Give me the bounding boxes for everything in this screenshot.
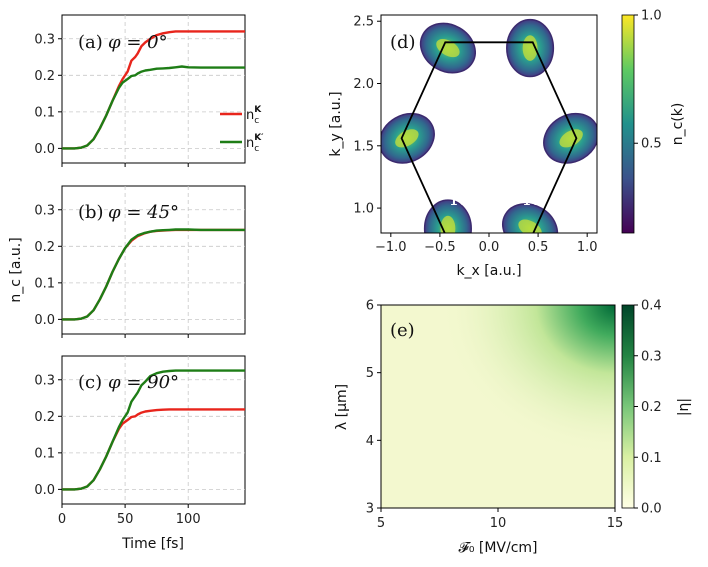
- occupation-core: [518, 219, 542, 233]
- y-tick-label: 0.1: [34, 276, 55, 291]
- y-tick-label: 4: [366, 434, 374, 449]
- x-tick-label: 15: [607, 516, 624, 531]
- x-tick-label: −1.0: [375, 240, 407, 255]
- series-a: [62, 30, 245, 150]
- panel-c: 0 50 100 0.0 0.1 0.2 0.3 (c) φ = 90° Time [fs]: [34, 355, 246, 552]
- colorbar-d: [621, 14, 635, 234]
- y-tick-label: 0.3: [34, 373, 55, 388]
- x-tick-label: 0.5: [528, 240, 549, 255]
- x-tick-label: 10: [490, 516, 507, 531]
- y-tick-label: 1.5: [353, 139, 374, 154]
- panel-label-c: (c): [78, 372, 102, 393]
- phi-label-c: φ = 90°: [108, 372, 179, 393]
- axes-frame-a: [61, 14, 246, 164]
- axes-frame-b: [61, 185, 246, 335]
- occupation-core: [395, 129, 419, 148]
- colorbar-tick-label: 0.5: [641, 137, 662, 152]
- colorbar-label-e: |η|: [676, 398, 692, 416]
- ticks-b: 0.0 0.1 0.2 0.3: [34, 203, 189, 338]
- x-tick-label: 0: [58, 512, 66, 527]
- panel-label-d: (d): [390, 32, 416, 53]
- panel-a: 0.0 0.1 0.2 0.3 (a) φ = 0° ncK ncK′: [34, 14, 264, 167]
- panel-b: 0.0 0.1 0.2 0.3 (b) φ = 45°: [34, 185, 246, 338]
- valley-label-kprime: K': [523, 186, 543, 210]
- grid-c: [62, 356, 245, 504]
- y-tick-label: 5: [366, 366, 374, 381]
- y-tick-label: 2.5: [353, 15, 374, 30]
- x-tick-label: 100: [176, 512, 201, 527]
- phi-label-b: φ = 45°: [108, 202, 179, 223]
- y-axis-label-lambda: λ [μm]: [334, 384, 350, 430]
- colorbar-tick-label: 0.1: [641, 451, 662, 466]
- phi-label-a: φ = 0°: [108, 32, 168, 53]
- grid-a: [62, 15, 245, 163]
- y-axis-label-nc: n_c [a.u.]: [8, 237, 24, 302]
- x-axis-label-time: Time [fs]: [121, 536, 184, 552]
- colorbar-tick-label: 1.0: [641, 9, 662, 24]
- colorbar-label-d: n_c(k): [670, 103, 686, 146]
- x-tick-label: 0.0: [479, 240, 500, 255]
- series-line-kprime: [62, 228, 245, 321]
- ticks-e: 5 10 15 3 4 5 6: [366, 299, 624, 532]
- ticks-d: −1.0 −0.5 0.0 0.5 1.0 1.0 1.5 2.0 2.5: [353, 15, 597, 255]
- y-tick-label: 0.2: [34, 69, 55, 84]
- brillouin-zone-hexagon: [400, 41, 578, 233]
- series-b: [62, 228, 245, 321]
- x-tick-label: −0.5: [424, 240, 456, 255]
- y-tick-label: 0.2: [34, 410, 55, 425]
- colorbar-ticks-e: 0.0 0.1 0.2 0.3 0.4: [634, 299, 662, 517]
- series-c: [62, 369, 245, 491]
- occupation-core: [559, 129, 583, 148]
- y-tick-label: 0.0: [34, 142, 55, 157]
- y-axis-label-ky: k_y [a.u.]: [328, 91, 344, 156]
- legend-label-kprime: ncK′: [246, 133, 264, 154]
- axes-frame-c: [61, 355, 246, 505]
- panel-label-b: (b): [78, 202, 104, 223]
- x-tick-label: 1.0: [577, 240, 598, 255]
- x-axis-label-field: 𝓕₀ [MV/cm]: [458, 540, 537, 556]
- legend: ncK ncK′: [220, 105, 264, 154]
- occupation-core: [436, 39, 460, 58]
- y-tick-label: 0.0: [34, 313, 55, 328]
- y-tick-label: 0.3: [34, 32, 55, 47]
- y-tick-label: 2.0: [353, 77, 374, 92]
- legend-label-k: ncK: [246, 105, 262, 126]
- colorbar-tick-label: 0.4: [641, 299, 662, 314]
- occupation-core: [440, 215, 456, 233]
- panel-label-a: (a): [78, 32, 103, 53]
- y-tick-label: 0.1: [34, 446, 55, 461]
- y-tick-label: 6: [366, 299, 374, 314]
- y-tick-label: 0.3: [34, 203, 55, 218]
- colorbar-tick-label: 0.2: [641, 400, 662, 415]
- ticks-a: 0.0 0.1 0.2 0.3: [34, 32, 189, 167]
- ticks-c: 0 50 100 0.0 0.1 0.2 0.3: [34, 373, 200, 527]
- colorbar-tick-label: 0.0: [641, 502, 662, 517]
- panel-label-e: (e): [390, 320, 415, 341]
- y-tick-label: 0.2: [34, 240, 55, 255]
- heatmap-hotspot-e: [381, 305, 615, 508]
- series-line-kprime: [62, 65, 245, 150]
- x-tick-label: 50: [117, 512, 134, 527]
- grid-b: [62, 186, 245, 334]
- y-tick-label: 1.0: [353, 202, 374, 217]
- colorbar-tick-label: 0.3: [641, 349, 662, 364]
- series-line-kprime: [62, 369, 245, 491]
- valley-label-k: K: [450, 186, 466, 210]
- x-axis-label-kx: k_x [a.u.]: [456, 263, 521, 279]
- y-tick-label: 0.0: [34, 483, 55, 498]
- panel-d: (d) K K' −1.0 −0.5 0.0 0.5 1.0 1.0 1.5 2.0 2.5 k…: [328, 9, 686, 280]
- colorbar-e: [621, 304, 635, 509]
- colorbar-ticks-d: 1.0 0.5: [634, 9, 662, 152]
- x-tick-label: 5: [377, 516, 385, 531]
- y-tick-label: 0.1: [34, 105, 55, 120]
- y-tick-label: 3: [366, 502, 374, 517]
